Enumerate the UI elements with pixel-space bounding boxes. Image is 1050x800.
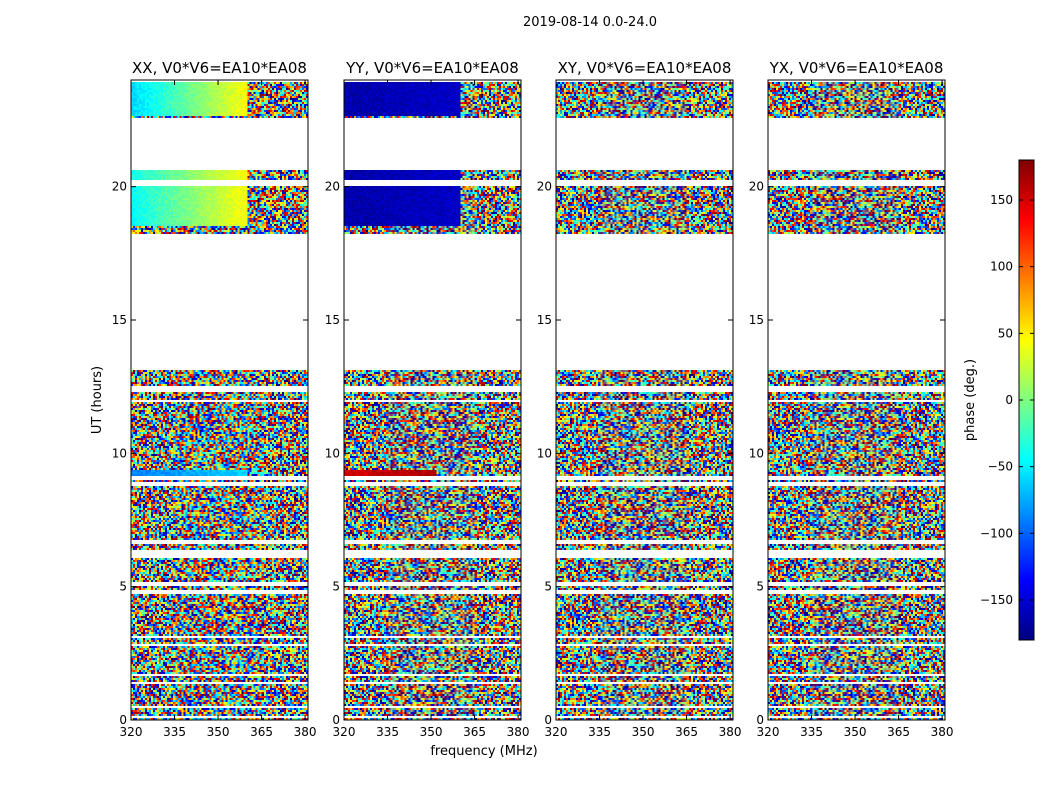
y-tick-label: 15 [537,313,552,327]
panel-title: YY, V0*V6=EA10*EA08 [345,59,519,77]
x-tick-label: 350 [632,725,655,739]
colorbar: 150 100 50 0 −50 −100 −150 phase (deg.) [963,159,1035,641]
y-tick-label: 5 [756,580,764,594]
phase-heatmap [131,80,308,720]
phase-heatmap [556,80,733,720]
y-tick-label: 10 [112,446,127,460]
panels: XX, V0*V6=EA10*EA08 0 5 10 15 20 320 335 350 365 3… [112,59,954,739]
y-tick-label: 0 [332,713,340,727]
colorbar-tick-label: 0 [1005,393,1013,407]
x-axis-label: frequency (MHz) [430,744,537,759]
y-tick-label: 0 [756,713,764,727]
y-tick-label: 0 [544,713,552,727]
panel-frame [343,79,522,721]
panel-title: XX, V0*V6=EA10*EA08 [132,59,307,77]
x-tick-label: 320 [757,725,780,739]
y-axis-label: UT (hours) [90,366,105,434]
x-tick-label: 350 [207,725,230,739]
x-tick-label: 335 [588,725,611,739]
colorbar-ticks: 150 100 50 0 −50 −100 −150 [980,193,1034,607]
x-tick-label: 335 [376,725,399,739]
colorbar-tick-label: 150 [990,193,1013,207]
panel-title: YX, V0*V6=EA10*EA08 [769,59,944,77]
y-tick-label: 5 [332,580,340,594]
y-tick-label: 15 [749,313,764,327]
y-tick-label: 10 [325,446,340,460]
panel-4: YX, V0*V6=EA10*EA08 0 5 10 15 20 320 335 350 365 3… [749,59,954,739]
x-tick-label: 380 [719,725,742,739]
x-tick-label: 350 [844,725,867,739]
y-tick-label: 20 [749,180,764,194]
x-tick-label: 380 [294,725,317,739]
colorbar-tick-label: −50 [988,460,1013,474]
x-tick-label: 365 [887,725,910,739]
phase-heatmap [344,80,521,720]
panel-2: YY, V0*V6=EA10*EA08 0 5 10 15 20 320 335 350 365 3… [325,59,530,739]
x-tick-label: 320 [120,725,143,739]
y-tick-label: 20 [325,180,340,194]
x-tick-label: 380 [507,725,530,739]
x-tick-label: 320 [545,725,568,739]
x-tick-label: 365 [250,725,273,739]
y-tick-label: 10 [749,446,764,460]
panel-frame [555,79,734,721]
x-tick-label: 335 [163,725,186,739]
y-tick-label: 20 [112,180,127,194]
x-tick-label: 335 [800,725,823,739]
panel-1: XX, V0*V6=EA10*EA08 0 5 10 15 20 320 335 350 365 3… [112,59,317,739]
x-tick-label: 365 [463,725,486,739]
y-tick-label: 5 [544,580,552,594]
figure-suptitle: 2019-08-14 0.0-24.0 [523,15,657,30]
colorbar-tick-label: −150 [980,593,1013,607]
phase-heatmap [768,80,945,720]
x-tick-label: 365 [675,725,698,739]
colorbar-label: phase (deg.) [963,359,978,441]
y-tick-label: 10 [537,446,552,460]
x-tick-label: 380 [931,725,954,739]
y-tick-label: 0 [119,713,127,727]
panel-3: XY, V0*V6=EA10*EA08 0 5 10 15 20 320 335 350 365 3… [537,59,742,739]
y-tick-label: 15 [112,313,127,327]
y-tick-label: 20 [537,180,552,194]
panel-frame [767,79,946,721]
panel-frame [130,79,309,721]
colorbar-tick-label: 100 [990,260,1013,274]
y-tick-label: 15 [325,313,340,327]
colorbar-tick-label: 50 [998,326,1013,340]
y-tick-label: 5 [119,580,127,594]
panel-title: XY, V0*V6=EA10*EA08 [558,59,732,77]
x-tick-label: 320 [333,725,356,739]
colorbar-tick-label: −100 [980,526,1013,540]
x-tick-label: 350 [420,725,443,739]
